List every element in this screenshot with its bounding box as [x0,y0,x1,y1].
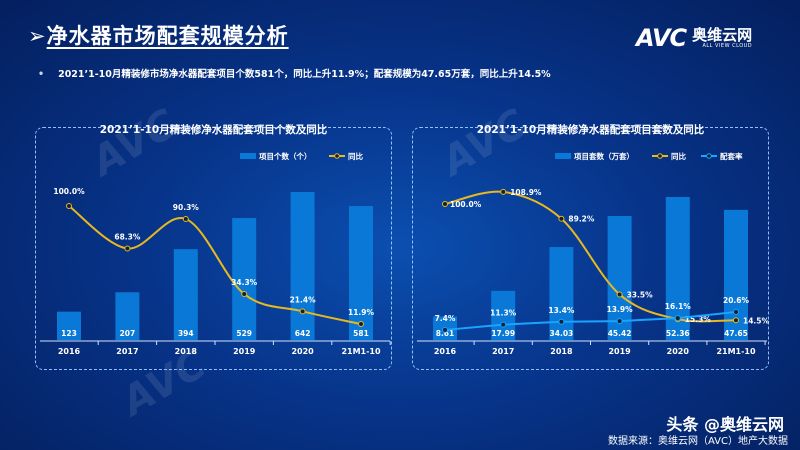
bar-value-label: 8.61 [436,329,455,338]
bar-value-label: 581 [353,329,369,338]
line-value-label: 7.4% [435,314,456,323]
bar-value-label: 47.65 [724,329,748,338]
x-tick-label: 2017 [116,347,138,356]
bar-value-label: 207 [120,329,136,338]
title-text: 净水器市场配套规模分析 [46,24,289,48]
line-point [299,308,306,315]
bar-value-label: 17.99 [491,329,515,338]
x-tick-label: 2018 [550,347,573,356]
line-value-label: 89.2% [568,215,595,224]
x-tick-label: 21M1-10 [341,347,381,356]
line-point [500,321,507,328]
legend-marker [706,153,712,159]
line-value-label: 15.3% [685,315,712,324]
logo-en: ALL VIEW CLOUD [702,43,753,49]
line-point [66,203,72,209]
line-value-label: 100.0% [53,187,85,196]
legend-label: 配套率 [720,151,743,161]
line-point [733,317,739,324]
line-point [733,308,739,315]
arrow-icon: ➢ [28,24,47,48]
line-point [182,215,189,222]
logo-cn: 奥维云网 [692,26,753,44]
line-series [68,205,362,326]
bar-value-label: 642 [295,329,311,338]
avc-logo: AVC 奥维云网 ALL VIEW CLOUD [636,24,752,52]
line-point [442,326,448,333]
legend-label: 项目个数（个） [259,151,312,161]
line-value-label: 11.3% [490,309,517,318]
bar [57,311,81,340]
summary-text: 2021’1-10月精装修市场净水器配套项目个数581个，同比上升11.9%；配… [58,69,551,80]
bar-value-label: 34.03 [550,329,574,338]
x-tick-label: 2019 [233,347,256,356]
footer-watermark: 头条 @奥维云网 [666,415,784,434]
line-point [616,291,623,298]
chart-1-title: 2021’1-10月精装修净水器配套项目个数及同比 [99,124,328,136]
chart-panel-2 [412,127,769,370]
bar-value-label: 45.42 [608,329,632,338]
chart-2-title: 2021’1-10月精装修净水器配套项目套数及同比 [476,124,705,136]
legend-label: 项目套数（万套） [574,151,634,161]
line-point [558,318,565,325]
line-value-label: 90.3% [173,203,200,212]
bar [173,249,198,340]
line-point [241,291,248,298]
x-tick-label: 2020 [291,347,314,356]
legend-marker [657,153,663,159]
chart-panel-1 [35,127,392,370]
x-tick-label: 2019 [608,347,631,356]
legend-label: 同比 [348,151,363,161]
x-tick-label: 2018 [175,347,198,356]
legend-bar-swatch [240,153,256,159]
line-value-label: 68.3% [114,232,141,241]
bar [349,206,373,340]
line-point [616,318,623,325]
bar [115,292,140,340]
line-series [444,190,737,323]
line-value-label: 33.5% [627,290,654,299]
x-tick-label: 2017 [492,347,514,356]
bar [232,218,257,340]
legend-label: 同比 [671,151,686,161]
line-series [444,310,737,331]
line-value-label: 14.5% [743,316,770,325]
page-title: ➢净水器市场配套规模分析 [28,20,289,50]
line-value-label: 16.1% [665,302,692,311]
line-point [442,201,448,207]
x-tick-label: 2016 [434,347,457,356]
line-value-label: 21.4% [290,295,317,304]
line-value-label: 13.9% [607,305,634,314]
line-point [124,245,131,252]
legend-bar-swatch [555,153,571,159]
x-tick-label: 21M1-10 [716,347,756,356]
data-source: 数据来源：奥维云网（AVC）地产大数据 [607,436,788,447]
bullet-dot: • [38,69,45,80]
x-tick-label: 2020 [667,347,690,356]
bar [549,247,574,340]
line-point [558,215,565,222]
line-point [358,321,364,328]
bar-value-label: 52.36 [666,329,690,338]
bar-value-label: 529 [236,329,252,338]
bar-value-label: 394 [178,329,194,338]
line-point [674,315,681,322]
line-value-label: 20.6% [723,296,750,305]
legend-marker [334,153,340,159]
bar [290,192,315,340]
logo-mark: AVC [636,24,687,52]
bar [491,290,516,340]
line-value-label: 13.4% [548,306,575,315]
summary-bullet: • 2021’1-10月精装修市场净水器配套项目个数581个，同比上升11.9%；… [38,66,551,80]
line-point [500,188,507,195]
line-value-label: 34.3% [231,278,258,287]
line-value-label: 100.0% [450,200,482,209]
line-value-label: 11.9% [348,308,375,317]
bar-value-label: 123 [61,329,77,338]
x-tick-label: 2016 [58,347,81,356]
line-value-label: 108.9% [510,188,542,197]
